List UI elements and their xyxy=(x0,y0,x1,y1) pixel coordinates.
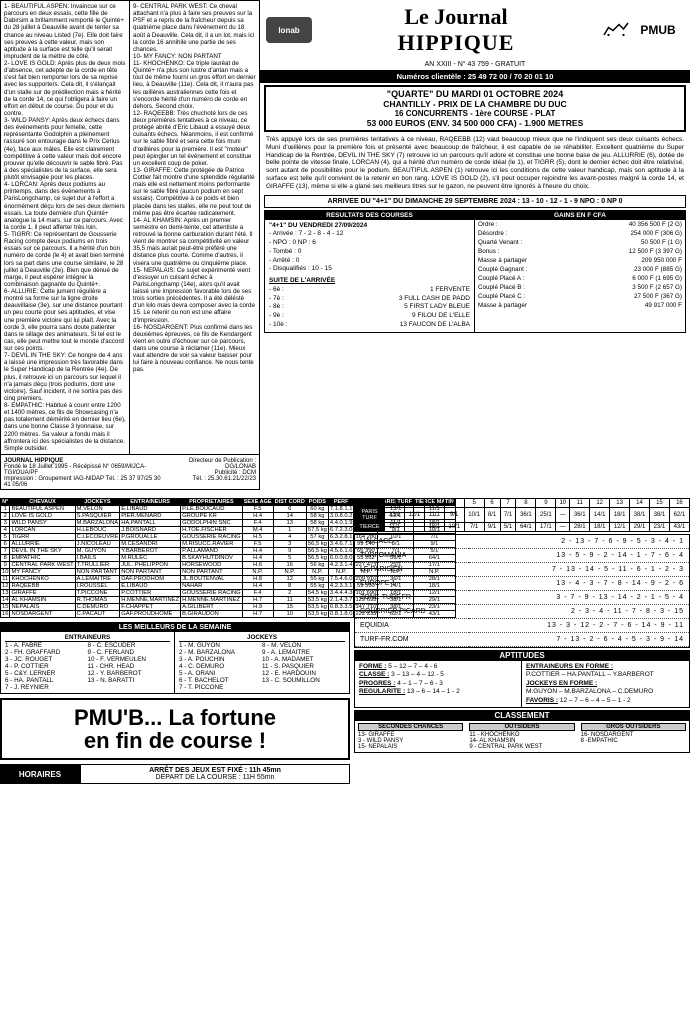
apt-fav-h: FAVORIS : xyxy=(526,697,558,704)
s5l: - 10è : xyxy=(269,321,287,330)
horse-icon xyxy=(600,20,632,40)
resultats-body: "4+1" DU VENDREDI 27/09/2024 - Arrivée :… xyxy=(265,220,474,332)
credits: JOURNAL HIPPIQUE Fondé le 18 Juillet 199… xyxy=(1,454,259,491)
arrivee-bar: ARRIVEE DU "4+1" DU DIMANCHE 29 SEPTEMBR… xyxy=(264,195,686,208)
title-line1: Le Journal xyxy=(312,4,600,30)
apt-fav: 12 – 7 – 6 – 4 – 5 – 1 - 2 xyxy=(560,697,631,704)
apt-ent-h: ENTRAINEURS EN FORME : xyxy=(526,663,685,671)
s3l: - 8è : xyxy=(269,303,284,312)
c1h: SECONDES CHANCES xyxy=(358,723,463,731)
director: Directeur de Publication : DG/LONAB xyxy=(167,458,256,470)
res-arr: - Arrivée : 7 - 2 - 8 - 4 - 12 xyxy=(269,230,470,239)
apt-left: FORME : 5 – 12 – 7 – 4 - 6CLASSE : 3 – 1… xyxy=(355,661,522,707)
res-suite: SUITE DE L'ARRIVÉE xyxy=(269,277,470,286)
gains-table: Ordre :40 356 500 F (2 G)Désordre :254 0… xyxy=(475,220,685,310)
masthead: lonab Le Journal HIPPIQUE PMUB xyxy=(260,0,690,60)
analysis-paragraph: Très appuyé lors de ses premières tentat… xyxy=(260,134,690,193)
s4l: - 9è : xyxy=(269,312,284,321)
ent-hdr: ENTRAINEURS xyxy=(5,634,170,642)
res-dis: - Disqualifiés : 10 - 15 xyxy=(269,265,470,274)
race-l2: CHANTILLY - PRIX DE LA CHAMBRE DU DUC xyxy=(268,99,682,109)
ad-l2: en fin de course ! xyxy=(8,729,342,752)
c2h: OUTSIDERS xyxy=(469,723,574,731)
s1r: 1 FERVENTE xyxy=(430,286,470,295)
ad-l1: PMU'B... La fortune xyxy=(8,706,342,729)
s3r: 5 FIRST LADY BLEUE xyxy=(404,303,470,312)
joc-hdr: JOCKEYS xyxy=(179,634,345,642)
lonab-logo: lonab xyxy=(266,17,312,43)
race-header-box: "QUARTE" DU MARDI 01 OCTOBRE 2024 CHANTI… xyxy=(264,85,686,132)
tel-bar: Numéros clientèle : 25 49 72 00 / 70 20 … xyxy=(260,70,690,83)
pmub-label: PMUB xyxy=(632,23,684,37)
apt-ent: P.COTTIER – HA.PANTALL – Y.BARBEROT xyxy=(526,671,685,679)
race-l3: 16 CONCURRENTS - 1ère COURSE - PLAT xyxy=(268,109,682,118)
title-line2: HIPPIQUE xyxy=(312,30,600,56)
analysis-right: 9- CENTRAL PARK WEST: Ce cheval attachan… xyxy=(130,1,259,454)
tel-credits: Tél. : 25.30.61.21/22/23 xyxy=(167,476,256,482)
pronostics-table: L'ALSACE2 - 13 - 7 - 6 - 9 - 5 - 3 - 4 -… xyxy=(354,534,690,648)
s2l: - 7è : xyxy=(269,295,284,304)
resultats-header: RESULTATS DES COURSES xyxy=(265,211,474,220)
meilleurs-hdr: LES MEILLEURS DE LA SEMAINE xyxy=(1,623,349,632)
arret-box: ARRÊT DES JEUX EST FIXÉ : 11h 45mn DÉPAR… xyxy=(80,764,350,784)
res-title: "4+1" DU VENDREDI 27/09/2024 xyxy=(269,222,470,231)
arret-l2: DÉPART DE LA COURSE : 11H 55mn xyxy=(83,774,347,781)
odds-grid: 12345678910111213141516PARIS TURF13/112/… xyxy=(354,498,690,532)
horaires-label: HORAIRES xyxy=(0,764,80,784)
printer: Impression : Groupement IAG-NIDAP Tél. :… xyxy=(4,476,167,488)
gains-header: GAINS EN F CFA xyxy=(475,211,685,220)
res-npo: - NPO : 0 NP : 6 xyxy=(269,239,470,248)
classement-body: SECONDES CHANCES13- GIRAFFE3 - WILD PANS… xyxy=(354,721,690,753)
apt-right: ENTRAINEURS EN FORME : P.COTTIER – HA.PA… xyxy=(522,661,689,707)
race-l4: 53 000 EUROS (ENV. 34 500 000 CFA) - 1.9… xyxy=(268,118,682,128)
race-l1: "QUARTE" DU MARDI 01 OCTOBRE 2024 xyxy=(268,89,682,99)
apt-joc-h: JOCKEYS EN FORME : xyxy=(526,680,685,688)
c3h: GROS OUTSIDERS xyxy=(581,723,686,731)
founded: Fondé le 18 Juillet 1995 - Récépissé N° … xyxy=(4,464,167,476)
analysis-left: 1- BEAUTIFUL ASPEN: Invaincue sur ce par… xyxy=(1,1,130,454)
res-tom: - Tombé : 0 xyxy=(269,248,470,257)
horse-analysis-column: 1- BEAUTIFUL ASPEN: Invaincue sur ce par… xyxy=(0,0,260,490)
aptitudes-header: APTITUDES xyxy=(354,650,690,661)
classement-header: CLASSEMENT xyxy=(354,710,690,721)
edition-line: AN XXIII - N° 43 759 - GRATUIT xyxy=(260,61,690,68)
s1l: - 6è : xyxy=(269,286,284,295)
s5r: 13 FAUCON DE L'ALBA xyxy=(400,321,470,330)
ad-box: PMU'B... La fortune en fin de course ! xyxy=(0,698,350,760)
apt-joc: M.GUYON – M.BARZALONA – C.DEMURO xyxy=(526,688,685,696)
res-arre: - Arrêté : 0 xyxy=(269,257,470,266)
s2r: 3 FULL CASH DE PADD xyxy=(399,295,470,304)
meilleurs-box: LES MEILLEURS DE LA SEMAINE ENTRAINEURS … xyxy=(0,622,350,694)
s4r: 9 FILOU DE L'ELLE xyxy=(412,312,470,321)
